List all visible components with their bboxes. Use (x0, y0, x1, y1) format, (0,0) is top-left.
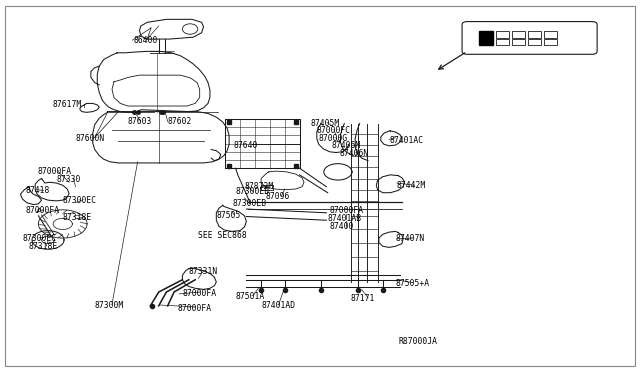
Text: 87405M: 87405M (310, 119, 340, 128)
Text: 87406M: 87406M (332, 141, 361, 150)
Bar (528, 39, 541, 45)
Text: 87418: 87418 (26, 186, 50, 195)
Text: 87000FA: 87000FA (182, 289, 216, 298)
FancyBboxPatch shape (462, 22, 597, 54)
Text: 87318E: 87318E (29, 242, 58, 251)
Bar (528, 31, 541, 38)
Text: 87171: 87171 (351, 294, 375, 303)
Text: 87000FC: 87000FC (317, 126, 351, 135)
Text: 87505+A: 87505+A (396, 279, 429, 288)
Text: SEE SEC868: SEE SEC868 (198, 231, 247, 240)
Bar (512, 39, 525, 45)
Text: 87000FA: 87000FA (330, 206, 364, 215)
Bar (544, 39, 557, 45)
Text: 87602: 87602 (168, 117, 192, 126)
Bar (479, 31, 493, 45)
Text: 87401AB: 87401AB (328, 214, 362, 223)
Text: 87000FA: 87000FA (37, 167, 71, 176)
Text: 87300EC: 87300EC (22, 234, 56, 243)
Text: 86400: 86400 (133, 36, 157, 45)
Text: 87300EC: 87300EC (63, 196, 97, 205)
Text: 87872M: 87872M (244, 182, 274, 191)
Text: 87096: 87096 (266, 192, 290, 201)
Text: 87600N: 87600N (76, 134, 105, 143)
Bar (261, 185, 273, 190)
Text: 87603: 87603 (128, 117, 152, 126)
Bar (496, 31, 509, 38)
Text: 87300EB: 87300EB (232, 199, 266, 208)
Text: 87400: 87400 (330, 222, 354, 231)
Text: 87300EB: 87300EB (236, 187, 269, 196)
Text: 87401AD: 87401AD (261, 301, 295, 310)
Text: 87000FA: 87000FA (178, 304, 212, 312)
Text: 87407N: 87407N (396, 234, 425, 243)
Text: 87501A: 87501A (236, 292, 265, 301)
Bar (496, 39, 509, 45)
Text: R87000JA: R87000JA (398, 337, 437, 346)
Bar (544, 31, 557, 38)
Text: 87000G: 87000G (319, 134, 348, 143)
Text: 87000FA: 87000FA (26, 206, 60, 215)
Text: 87640: 87640 (234, 141, 258, 150)
Text: 87505: 87505 (216, 211, 241, 219)
Text: 87330: 87330 (56, 175, 81, 184)
Text: 87617M: 87617M (52, 100, 82, 109)
Text: 87401AC: 87401AC (389, 136, 423, 145)
Text: 87318E: 87318E (63, 213, 92, 222)
Text: 87300M: 87300M (95, 301, 124, 310)
Text: 87331N: 87331N (189, 267, 218, 276)
Text: 87406N: 87406N (339, 149, 369, 158)
Bar (512, 31, 525, 38)
Text: 87442M: 87442M (397, 182, 426, 190)
